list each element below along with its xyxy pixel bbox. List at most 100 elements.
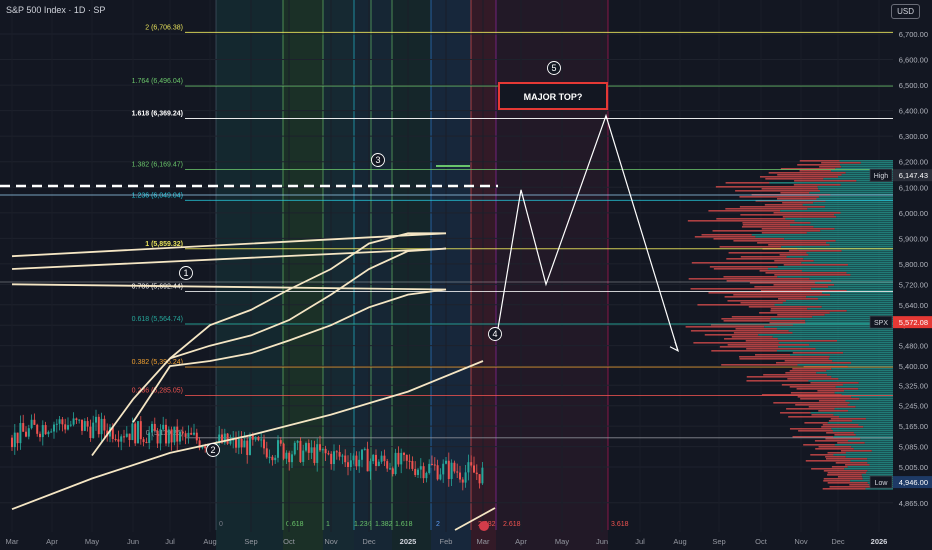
volume-bar bbox=[845, 456, 893, 458]
candle-body bbox=[369, 461, 372, 472]
candle-body bbox=[433, 464, 436, 466]
major-top-box bbox=[498, 82, 608, 110]
fib-label: 1.764 (6,496.04) bbox=[132, 78, 183, 85]
volume-bar bbox=[780, 412, 811, 414]
candle-body bbox=[341, 455, 344, 457]
volume-bar bbox=[865, 418, 893, 420]
volume-bar bbox=[784, 360, 833, 362]
candle-body bbox=[299, 440, 302, 462]
fib-label: 2 (6,706.38) bbox=[145, 24, 183, 31]
wave-marker bbox=[547, 61, 561, 75]
volume-bar bbox=[777, 338, 893, 340]
candle-body bbox=[291, 454, 293, 463]
candle-body bbox=[403, 452, 405, 455]
volume-bar bbox=[860, 162, 893, 164]
volume-bar bbox=[761, 232, 807, 234]
volume-bar bbox=[834, 444, 893, 446]
volume-bar bbox=[761, 228, 835, 230]
candle-body bbox=[389, 468, 391, 470]
volume-bar bbox=[788, 250, 842, 252]
volume-bar bbox=[764, 326, 893, 328]
currency-button[interactable]: USD bbox=[891, 4, 920, 19]
price-axis-bg bbox=[893, 0, 932, 550]
volume-bar bbox=[742, 224, 791, 226]
volume-bar bbox=[801, 270, 893, 272]
volume-bar bbox=[838, 378, 893, 380]
volume-bar bbox=[826, 242, 893, 244]
fib-label: 1.382 (6,169.47) bbox=[132, 162, 183, 169]
volume-bar bbox=[811, 468, 845, 470]
volume-bar bbox=[770, 310, 847, 312]
wave-marker bbox=[179, 266, 193, 280]
candle-body bbox=[478, 474, 481, 484]
candle-body bbox=[243, 440, 246, 448]
fib-label: 1 (5,859.32) bbox=[145, 241, 183, 248]
volume-bar bbox=[834, 228, 893, 230]
ma-line-long bbox=[11, 360, 484, 511]
candle-body bbox=[263, 439, 265, 449]
candle-body bbox=[145, 442, 148, 444]
candle-body bbox=[53, 424, 55, 432]
volume-bar bbox=[746, 380, 809, 382]
candle-body bbox=[36, 424, 39, 434]
volume-bar bbox=[841, 250, 893, 252]
volume-bar bbox=[828, 358, 893, 360]
volume-bar bbox=[790, 392, 835, 394]
candle-body bbox=[282, 443, 285, 459]
volume-bar bbox=[779, 254, 809, 256]
volume-bar bbox=[818, 446, 852, 448]
volume-bar bbox=[813, 202, 893, 204]
candle-body bbox=[30, 419, 33, 429]
volume-bar bbox=[733, 332, 793, 334]
volume-bar bbox=[778, 298, 818, 300]
volume-bar bbox=[807, 208, 893, 210]
volume-bar bbox=[821, 162, 861, 164]
volume-bar bbox=[867, 482, 893, 484]
candle-body bbox=[249, 434, 251, 455]
volume-bar bbox=[834, 434, 856, 436]
volume-bar bbox=[825, 458, 868, 460]
volume-bar bbox=[817, 390, 845, 392]
volume-bar bbox=[835, 386, 893, 388]
candle-body bbox=[386, 461, 389, 469]
candle-body bbox=[459, 472, 461, 480]
wave-label: 4 bbox=[492, 329, 497, 339]
volume-bar bbox=[847, 264, 893, 266]
volume-bar bbox=[810, 412, 893, 414]
time-fib-label: 2.382 bbox=[478, 521, 496, 528]
volume-bar bbox=[845, 452, 893, 454]
volume-bar bbox=[784, 238, 893, 240]
volume-bar bbox=[862, 476, 893, 478]
candle-body bbox=[307, 443, 310, 453]
volume-bar bbox=[800, 398, 860, 400]
candle-body bbox=[473, 465, 475, 473]
volume-bar bbox=[739, 356, 830, 358]
volume-bar bbox=[773, 212, 841, 214]
volume-bar bbox=[719, 346, 779, 348]
volume-bar bbox=[834, 392, 893, 394]
candle-body bbox=[81, 419, 83, 431]
candle-body bbox=[439, 474, 442, 480]
volume-bar bbox=[861, 474, 893, 476]
candle-body bbox=[11, 437, 13, 448]
candle-body bbox=[221, 434, 223, 443]
volume-bar bbox=[776, 328, 893, 330]
candle-body bbox=[285, 452, 288, 459]
candle-body bbox=[139, 421, 142, 440]
volume-bar bbox=[774, 260, 814, 262]
volume-bar bbox=[769, 182, 893, 184]
candle-body bbox=[481, 467, 484, 484]
candle-body bbox=[156, 430, 159, 444]
volume-bar bbox=[690, 288, 812, 290]
volume-bar bbox=[765, 272, 847, 274]
candle-body bbox=[361, 449, 363, 460]
volume-bar bbox=[837, 442, 865, 444]
candle-body bbox=[296, 440, 299, 443]
volume-bar bbox=[786, 408, 835, 410]
volume-bar bbox=[713, 238, 785, 240]
ma-line-extension bbox=[454, 507, 496, 531]
volume-bar bbox=[759, 312, 830, 314]
volume-bar bbox=[825, 438, 861, 440]
volume-bar bbox=[806, 296, 893, 298]
